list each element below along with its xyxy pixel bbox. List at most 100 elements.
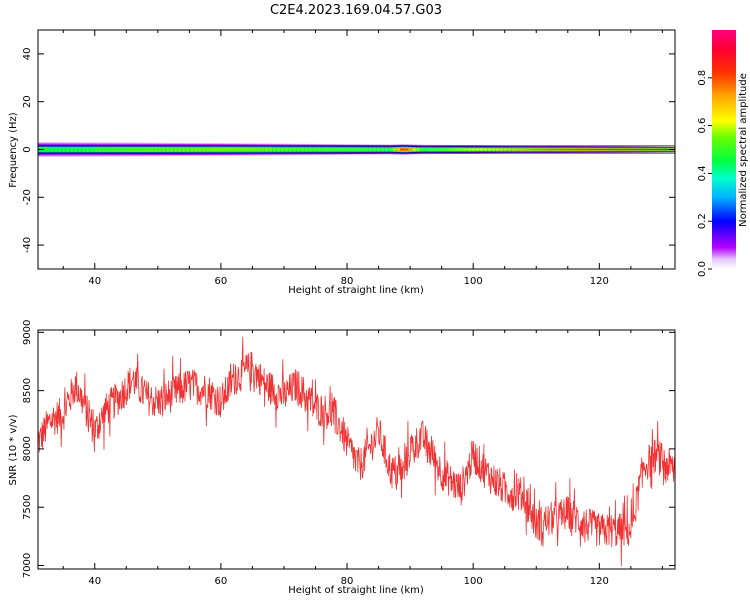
band-cell xyxy=(189,147,194,152)
heatmap-x-axis-label: Height of straight line (km) xyxy=(288,285,424,296)
band-cell xyxy=(651,148,656,151)
band-cell xyxy=(85,147,91,152)
band-cell xyxy=(93,147,99,152)
band-cell xyxy=(543,148,549,151)
band-cell xyxy=(249,148,254,151)
colorbar-ticks: 0.0 0.2 0.4 0.6 0.8 xyxy=(697,70,712,277)
band-cell xyxy=(372,148,378,151)
band-cell xyxy=(567,148,573,151)
band-cell xyxy=(97,147,103,152)
band-cell xyxy=(444,148,449,151)
band-cell xyxy=(463,148,469,151)
band-cell xyxy=(268,148,274,151)
band-cell xyxy=(169,147,174,152)
band-cell xyxy=(416,148,421,151)
band-cell xyxy=(639,148,644,151)
y-tick-label: -20 xyxy=(22,189,33,205)
x-tick-label: 80 xyxy=(341,576,354,587)
band-cell xyxy=(89,147,95,152)
band-cell xyxy=(647,148,652,151)
band-cell xyxy=(41,147,47,152)
band-cell xyxy=(491,148,497,151)
band-cell xyxy=(539,148,545,151)
band-cell xyxy=(380,148,385,151)
band-cell xyxy=(284,148,290,151)
band-cell xyxy=(245,148,250,151)
band-cell xyxy=(659,148,664,151)
y-tick-label: 7000 xyxy=(22,553,33,578)
band-cell xyxy=(523,148,529,151)
band-cell xyxy=(607,148,612,151)
band-cell xyxy=(209,148,214,152)
band-cell xyxy=(81,147,87,152)
snr-x-axis-label: Height of straight line (km) xyxy=(288,585,424,596)
band-cell xyxy=(535,148,541,151)
band-cell xyxy=(105,147,111,152)
band-cell xyxy=(205,147,210,152)
y-tick-label: 8000 xyxy=(22,436,33,461)
band-cell xyxy=(627,148,632,151)
band-cell xyxy=(404,148,409,151)
snr-y-axis-label: SNR (10 * v/v) xyxy=(8,414,19,485)
band-cell xyxy=(133,147,139,152)
band-cell xyxy=(531,148,537,151)
band-cell xyxy=(73,147,79,152)
colorbar-tick-label: 0.0 xyxy=(697,261,708,277)
band-cell xyxy=(340,148,346,151)
band-cell xyxy=(515,148,521,151)
band-cell xyxy=(635,148,640,151)
band-cell xyxy=(392,148,397,151)
band-cell xyxy=(448,148,453,151)
band-cell xyxy=(555,148,561,151)
x-tick-label: 80 xyxy=(341,276,354,287)
colorbar-label: Normalized spectral amplitude xyxy=(738,73,749,227)
heatmap-y-axis-label: Frequency (Hz) xyxy=(8,112,19,188)
y-tick-label: 9000 xyxy=(22,320,33,345)
band-cell xyxy=(272,148,278,151)
colorbar-tick-label: 0.8 xyxy=(697,70,708,86)
band-cell xyxy=(217,148,222,151)
band-cell xyxy=(69,147,75,152)
band-cell xyxy=(527,148,533,151)
band-cell xyxy=(197,147,202,152)
snr-frame xyxy=(37,329,676,570)
band-cell xyxy=(412,148,417,151)
band-cell xyxy=(173,147,178,152)
band-cell xyxy=(376,148,381,151)
x-tick-label: 40 xyxy=(88,276,101,287)
band-cell xyxy=(440,148,445,151)
band-cell xyxy=(308,148,314,151)
snr-x-ticks: 40 60 80 100 120 xyxy=(62,330,663,587)
band-cell xyxy=(153,147,159,152)
band-cell xyxy=(603,148,608,151)
band-cell xyxy=(233,148,238,151)
band-cell xyxy=(221,148,226,151)
band-cell xyxy=(575,148,581,151)
colorbar-gradient xyxy=(712,30,736,269)
x-tick-label: 60 xyxy=(215,276,228,287)
band-cell xyxy=(121,147,127,152)
band-cell xyxy=(260,148,266,151)
band-cell xyxy=(547,148,553,151)
band-cell xyxy=(595,148,600,151)
band-cell xyxy=(619,148,624,151)
band-cell xyxy=(495,148,501,151)
band-cell xyxy=(360,148,366,151)
colorbar-tick-label: 0.4 xyxy=(697,165,708,181)
band-cell xyxy=(316,148,322,151)
y-tick-label: 7500 xyxy=(22,494,33,519)
band-cell xyxy=(320,148,326,151)
band-cell xyxy=(65,147,71,152)
band-cell xyxy=(507,148,513,151)
band-cell xyxy=(53,147,59,152)
band-cell xyxy=(599,148,604,151)
band-cell xyxy=(49,147,55,152)
band-cell xyxy=(396,148,401,151)
band-cell xyxy=(288,148,294,151)
band-cell xyxy=(229,148,234,151)
band-cell xyxy=(579,148,585,151)
band-cell xyxy=(348,148,354,151)
snr-panel: 40 60 80 100 120 7000 7500 8000 8500 9000 Height… xyxy=(8,320,676,596)
x-tick-label: 120 xyxy=(590,576,609,587)
band-cell xyxy=(241,148,246,151)
